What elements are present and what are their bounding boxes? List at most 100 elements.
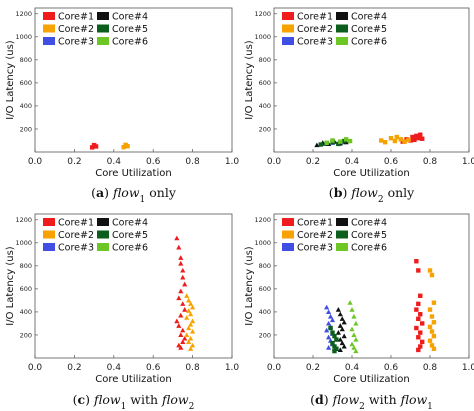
legend-label: Core#2 — [58, 230, 94, 241]
data-point — [382, 140, 388, 145]
x-tick-label: 0.0 — [28, 157, 43, 167]
data-point — [431, 300, 437, 305]
data-point — [328, 325, 333, 331]
y-tick-label: 400 — [259, 102, 271, 110]
data-point — [125, 144, 130, 149]
x-tick-label: 0.6 — [146, 157, 161, 167]
plot-frame — [34, 7, 233, 153]
data-point — [418, 132, 423, 137]
data-point — [178, 312, 184, 318]
data-point — [188, 335, 194, 341]
data-point — [180, 339, 186, 344]
data-point — [178, 255, 184, 260]
data-point — [427, 268, 433, 273]
legend-swatch — [97, 230, 109, 239]
y-tick-label: 1000 — [254, 239, 271, 247]
plot-frame — [273, 7, 470, 153]
data-point — [330, 340, 335, 346]
panel-b: 200 400 600 800 1000 1200 0.0 0.2 0.4 0.6 0.8 1.0 Co… — [244, 7, 474, 205]
y-axis-label: I/O Latency (us) — [244, 40, 255, 120]
data-point — [326, 320, 332, 326]
y-tick-label: 1000 — [15, 33, 32, 41]
legend-label: Core#2 — [297, 230, 333, 241]
x-tick-label: 0.2 — [67, 363, 81, 373]
data-point — [335, 307, 341, 312]
data-point — [402, 139, 407, 144]
y-tick-label: 600 — [20, 285, 32, 293]
data-point — [190, 342, 196, 348]
x-tick-label: 0.4 — [345, 157, 360, 167]
data-point — [341, 343, 347, 349]
data-point — [392, 138, 398, 144]
data-point — [186, 308, 192, 313]
data-point — [341, 319, 347, 325]
legend-swatch — [282, 230, 294, 239]
data-point — [332, 348, 337, 354]
data-point — [420, 321, 425, 326]
data-point — [349, 307, 355, 312]
data-point — [180, 327, 186, 333]
data-point — [186, 339, 192, 344]
x-tick-label: 0.4 — [107, 157, 122, 167]
data-point — [416, 316, 421, 322]
data-point — [337, 336, 343, 342]
y-tick-label: 400 — [20, 102, 32, 110]
data-point — [327, 313, 334, 319]
data-point — [324, 140, 329, 145]
data-point — [188, 311, 194, 317]
legend-swatch — [43, 230, 55, 239]
legend-swatch — [43, 37, 55, 45]
data-point — [349, 341, 355, 347]
legend-swatch — [336, 37, 348, 45]
legend-swatch — [97, 218, 109, 226]
data-point — [339, 326, 345, 332]
legend-label: Core#2 — [297, 24, 333, 35]
data-point — [394, 134, 400, 140]
data-point — [388, 135, 394, 141]
legend-label: Core#2 — [58, 24, 94, 35]
data-point — [324, 304, 330, 310]
legend-swatch — [43, 12, 55, 20]
legend-swatch — [97, 243, 109, 251]
data-point — [314, 142, 320, 148]
data-point — [414, 325, 419, 331]
data-points — [314, 132, 425, 148]
y-tick-label: 600 — [20, 79, 32, 87]
legend-swatch — [282, 12, 294, 20]
panel-caption: (c) flow1 with flow2 — [73, 392, 195, 411]
x-tick-label: 0.0 — [28, 363, 43, 373]
legend-swatch — [97, 24, 109, 33]
y-tick-label: 1000 — [254, 33, 271, 41]
x-tick-label: 0.6 — [384, 363, 399, 373]
data-point — [410, 134, 415, 140]
legend-label: Core#1 — [297, 12, 333, 23]
data-point — [332, 333, 337, 339]
y-tick-label: 800 — [20, 56, 32, 64]
legend-swatch — [282, 218, 294, 226]
y-tick-label: 1200 — [15, 216, 32, 224]
panel-caption: (b) flow2 only — [329, 185, 415, 205]
x-tick-label: 1.0 — [462, 157, 474, 167]
y-tick-label: 1000 — [15, 239, 32, 247]
data-point — [347, 300, 353, 305]
data-point — [427, 324, 433, 330]
plot-frame — [273, 213, 470, 359]
data-point — [341, 333, 347, 339]
y-tick-label: 1200 — [254, 216, 271, 224]
data-point — [339, 340, 345, 346]
y-tick-label: 400 — [259, 308, 271, 316]
data-point — [420, 339, 425, 345]
data-point — [326, 309, 332, 314]
y-tick-label: 600 — [259, 79, 271, 87]
data-point — [180, 274, 186, 280]
data-point — [414, 259, 419, 264]
data-point — [180, 301, 186, 306]
legend-label: Core#6 — [351, 243, 387, 254]
x-tick-label: 0.2 — [67, 157, 81, 167]
x-axis-label: Core Utilization — [333, 374, 409, 385]
data-point — [318, 142, 323, 147]
data-points — [174, 235, 196, 351]
data-point — [329, 317, 336, 323]
data-point — [420, 136, 425, 141]
